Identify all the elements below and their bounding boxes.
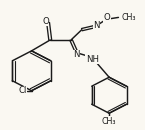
Text: N: N [93,21,100,30]
Text: CH₃: CH₃ [102,117,116,126]
Text: CH₃: CH₃ [121,13,136,22]
Text: O: O [104,13,110,22]
Text: Cl: Cl [18,86,26,95]
Text: NH: NH [86,55,99,64]
Text: N: N [73,50,79,59]
Text: O: O [42,17,49,25]
